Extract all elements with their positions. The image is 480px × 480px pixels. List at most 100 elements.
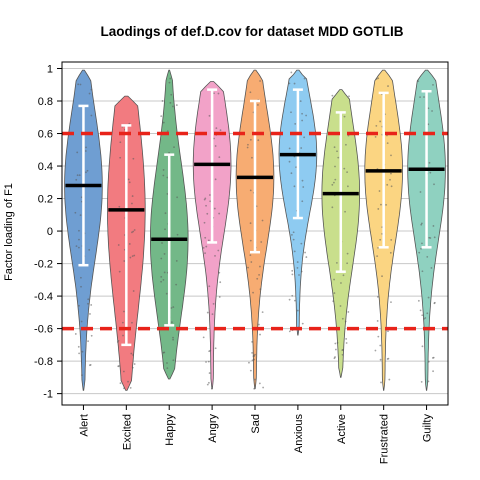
data-point: [288, 330, 291, 333]
data-point: [77, 83, 80, 86]
data-point: [128, 243, 131, 245]
data-point: [131, 195, 134, 197]
data-point: [208, 114, 211, 117]
data-point: [118, 270, 121, 273]
data-point: [160, 257, 163, 260]
x-tick-label: Active: [336, 414, 348, 444]
data-point: [424, 317, 427, 319]
data-point: [377, 335, 380, 338]
y-tick-label: -0.6: [34, 324, 53, 336]
data-point: [301, 322, 304, 325]
data-point: [80, 285, 82, 288]
data-point: [346, 252, 349, 255]
data-point: [259, 80, 261, 82]
data-point: [205, 245, 208, 248]
data-point: [75, 245, 78, 248]
data-point: [430, 267, 433, 269]
data-point: [86, 169, 89, 172]
data-point: [166, 176, 169, 179]
data-point: [299, 100, 302, 103]
y-tick-label: 0.2: [38, 194, 53, 206]
data-point: [218, 271, 221, 274]
data-point: [123, 387, 125, 390]
data-point: [254, 378, 256, 381]
data-point: [261, 219, 264, 222]
data-point: [162, 169, 165, 171]
data-point: [131, 321, 133, 324]
data-point: [432, 83, 434, 86]
data-point: [206, 383, 209, 386]
data-point: [331, 94, 334, 97]
data-point: [378, 190, 381, 192]
data-point: [423, 96, 425, 98]
data-point: [90, 304, 93, 306]
data-point: [131, 202, 133, 205]
data-point: [251, 340, 253, 343]
data-point: [88, 92, 91, 95]
data-point: [130, 352, 133, 355]
data-point: [346, 262, 349, 265]
data-point: [374, 349, 377, 352]
y-tick-label: -0.2: [34, 259, 53, 271]
data-point: [85, 171, 87, 174]
data-point: [419, 191, 422, 193]
data-point: [208, 350, 211, 353]
data-point: [169, 101, 172, 104]
data-point: [387, 85, 389, 87]
data-point: [215, 127, 218, 129]
data-point: [427, 360, 430, 363]
data-point: [257, 139, 260, 142]
violin-group: [192, 81, 232, 390]
data-point: [248, 361, 250, 364]
data-point: [166, 130, 169, 132]
data-point: [333, 357, 336, 360]
data-point: [205, 204, 207, 207]
data-point: [122, 370, 125, 373]
data-point: [336, 150, 338, 153]
data-point: [345, 338, 348, 340]
data-point: [296, 267, 299, 269]
data-point: [207, 360, 210, 363]
data-point: [298, 274, 300, 276]
data-point: [256, 277, 259, 280]
data-point: [388, 378, 391, 381]
data-point: [213, 92, 215, 95]
data-point: [214, 178, 217, 181]
data-point: [332, 300, 335, 303]
data-point: [79, 276, 82, 279]
data-point: [390, 185, 393, 188]
data-point: [302, 186, 305, 188]
data-point: [433, 183, 435, 186]
data-point: [219, 129, 222, 132]
data-point: [211, 313, 214, 316]
data-point: [296, 309, 299, 312]
data-point: [217, 249, 220, 252]
data-point: [339, 305, 342, 307]
data-point: [210, 387, 213, 390]
data-point: [132, 354, 135, 356]
data-point: [342, 274, 345, 277]
data-point: [379, 344, 382, 347]
data-point: [301, 200, 304, 203]
data-point: [78, 352, 80, 355]
data-point: [427, 296, 430, 299]
y-tick-label: -0.4: [34, 291, 53, 303]
data-point: [428, 236, 431, 239]
data-point: [175, 283, 178, 286]
data-point: [119, 156, 122, 159]
data-point: [133, 229, 136, 231]
y-axis-ticks: 1 0.8 0.6 0.4 0.2 0 -0.2 -0.4 -0.6 -0.8 -1: [34, 64, 62, 401]
data-point: [385, 204, 387, 206]
data-point: [202, 336, 205, 339]
data-point: [304, 251, 306, 254]
data-point: [214, 254, 216, 257]
data-point: [172, 306, 175, 308]
data-point: [334, 348, 337, 351]
data-point: [259, 288, 262, 291]
data-point: [331, 183, 334, 186]
data-point: [218, 212, 221, 215]
x-tick-label: Guilty: [422, 414, 434, 443]
x-tick-label: Anxious: [293, 414, 305, 454]
data-point: [260, 241, 263, 243]
data-point: [74, 333, 77, 335]
